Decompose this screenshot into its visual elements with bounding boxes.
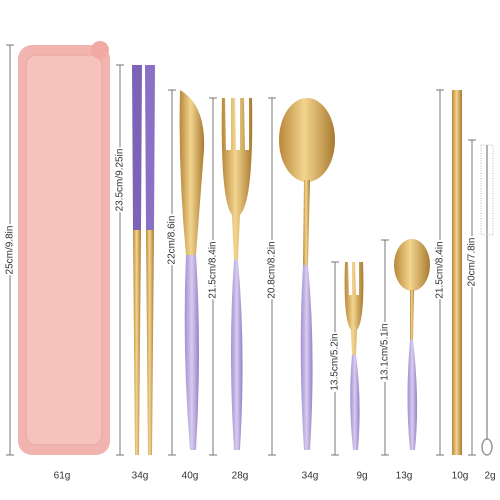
length-label: 22cm/8.6in: [167, 216, 178, 265]
length-label: 25cm/9.8in: [5, 226, 16, 275]
brush: [480, 144, 494, 456]
length-label: 13.1cm/5.1in: [380, 323, 391, 380]
weight-label: 9g: [356, 471, 367, 482]
knife: [179, 90, 205, 450]
small-spoon: [394, 239, 430, 450]
weight-label: 13g: [396, 471, 413, 482]
dimension-lines: [6, 44, 476, 456]
spoon: [279, 98, 335, 450]
weight-label: 2g: [484, 471, 495, 482]
weight-label: 34g: [132, 471, 149, 482]
chopsticks: [132, 65, 155, 455]
length-label: 20cm/7.8in: [467, 238, 478, 287]
length-label: 21.5cm/8.4in: [208, 241, 219, 298]
case: [18, 41, 110, 455]
weight-label: 40g: [182, 471, 199, 482]
straw: [452, 90, 462, 455]
length-label: 21.5cm/8.4in: [435, 241, 446, 298]
weight-label: 34g: [302, 471, 319, 482]
weight-label: 28g: [232, 471, 249, 482]
small-fork: [344, 262, 364, 450]
length-label: 23.5cm/9.25in: [115, 149, 126, 212]
length-label: 13.5cm/5.2in: [330, 333, 341, 390]
weight-label: 61g: [54, 471, 71, 482]
fork: [221, 98, 253, 450]
weight-label: 10g: [452, 471, 469, 482]
length-label: 20.8cm/8.2in: [267, 241, 278, 298]
